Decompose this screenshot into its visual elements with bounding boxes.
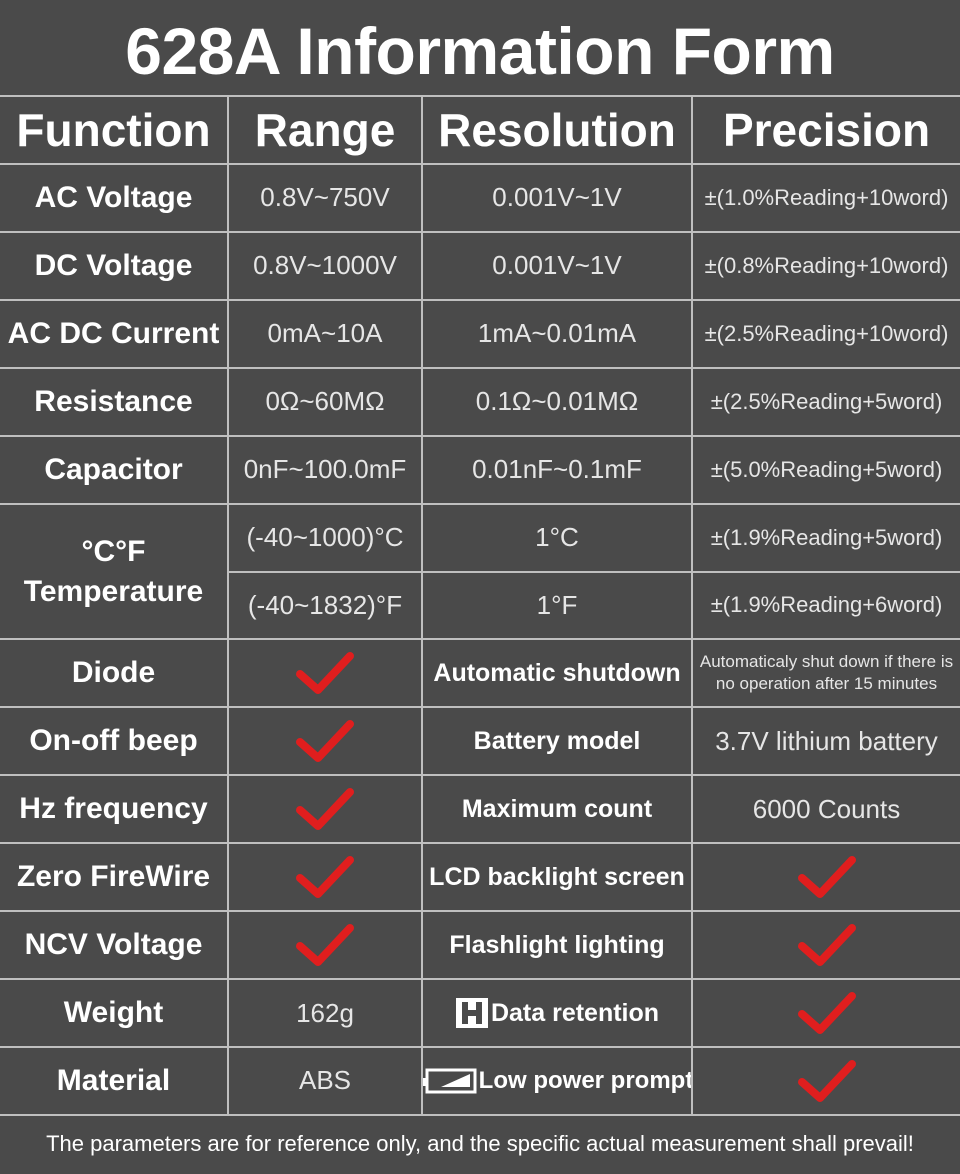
range-value: (-40~1000)°C bbox=[229, 504, 423, 573]
spec-table: Function Range Resolution Precision AC V… bbox=[0, 95, 960, 1116]
resolution-value: 0.001V~1V bbox=[423, 165, 693, 233]
resolution-value: 1°F bbox=[423, 572, 693, 641]
precision-value: ±(1.0%Reading+10word) bbox=[693, 165, 960, 233]
feature-label: Hz frequency bbox=[0, 776, 229, 845]
feature-label: Low power prompt bbox=[423, 1047, 693, 1116]
header-function: Function bbox=[0, 97, 229, 165]
feature-label-text: Low power prompt bbox=[478, 1066, 693, 1094]
temperature-name-label: Temperature bbox=[23, 574, 204, 608]
function-label: Capacitor bbox=[0, 436, 229, 505]
feature-label: Automatic shutdown bbox=[423, 640, 693, 709]
feature-value: 162g bbox=[229, 980, 423, 1048]
check-icon bbox=[229, 640, 423, 709]
range-value: 0Ω~60MΩ bbox=[229, 368, 423, 437]
page-title: 628A Information Form bbox=[125, 14, 835, 88]
resolution-value: 1mA~0.01mA bbox=[423, 300, 693, 369]
low-battery-icon bbox=[423, 1068, 477, 1094]
check-icon bbox=[693, 844, 960, 913]
range-value: 0mA~10A bbox=[229, 300, 423, 369]
check-icon bbox=[693, 1048, 960, 1116]
check-icon bbox=[229, 912, 423, 981]
feature-label: NCV Voltage bbox=[0, 912, 229, 981]
hold-h-icon bbox=[455, 997, 489, 1029]
feature-label: LCD backlight screen bbox=[423, 844, 693, 913]
precision-value: ±(1.9%Reading+5word) bbox=[693, 505, 960, 573]
feature-value: 3.7V lithium battery bbox=[693, 708, 960, 777]
range-value: 0nF~100.0mF bbox=[229, 436, 423, 505]
feature-label: Diode bbox=[0, 640, 229, 709]
temperature-unit-label: °C°F bbox=[81, 534, 146, 568]
feature-label: Material bbox=[0, 1047, 229, 1116]
range-value: (-40~1832)°F bbox=[229, 572, 423, 641]
check-icon bbox=[693, 980, 960, 1048]
feature-label: Maximum count bbox=[423, 776, 693, 845]
temperature-label: °C°F Temperature bbox=[0, 504, 229, 641]
precision-value: ±(5.0%Reading+5word) bbox=[693, 437, 960, 505]
feature-label: On-off beep bbox=[0, 708, 229, 777]
check-icon bbox=[693, 912, 960, 981]
function-label: DC Voltage bbox=[0, 232, 229, 301]
feature-value: ABS bbox=[229, 1047, 423, 1116]
function-label: AC DC Current bbox=[0, 300, 229, 369]
resolution-value: 1°C bbox=[423, 504, 693, 573]
feature-label: Data retention bbox=[423, 980, 693, 1048]
feature-value: Automaticaly shut down if there is no op… bbox=[693, 640, 960, 709]
function-label: AC Voltage bbox=[0, 165, 229, 233]
header-resolution: Resolution bbox=[423, 97, 693, 165]
feature-label: Flashlight lighting bbox=[423, 912, 693, 981]
feature-value: 6000 Counts bbox=[693, 776, 960, 845]
range-value: 0.8V~750V bbox=[229, 165, 423, 233]
header-precision: Precision bbox=[693, 97, 960, 165]
function-label: Resistance bbox=[0, 368, 229, 437]
precision-value: ±(2.5%Reading+5word) bbox=[693, 369, 960, 437]
resolution-value: 0.1Ω~0.01MΩ bbox=[423, 368, 693, 437]
precision-value: ±(1.9%Reading+6word) bbox=[693, 573, 960, 641]
check-icon bbox=[229, 776, 423, 845]
header-range: Range bbox=[229, 97, 423, 165]
check-icon bbox=[229, 844, 423, 913]
feature-label: Weight bbox=[0, 980, 229, 1048]
disclaimer-footer: The parameters are for reference only, a… bbox=[46, 1131, 914, 1156]
check-icon bbox=[229, 708, 423, 777]
feature-label: Zero FireWire bbox=[0, 844, 229, 913]
feature-label-text: Data retention bbox=[490, 998, 660, 1027]
range-value: 0.8V~1000V bbox=[229, 232, 423, 301]
resolution-value: 0.001V~1V bbox=[423, 232, 693, 301]
feature-label: Battery model bbox=[423, 708, 693, 777]
precision-value: ±(2.5%Reading+10word) bbox=[693, 301, 960, 369]
resolution-value: 0.01nF~0.1mF bbox=[423, 436, 693, 505]
precision-value: ±(0.8%Reading+10word) bbox=[693, 233, 960, 301]
